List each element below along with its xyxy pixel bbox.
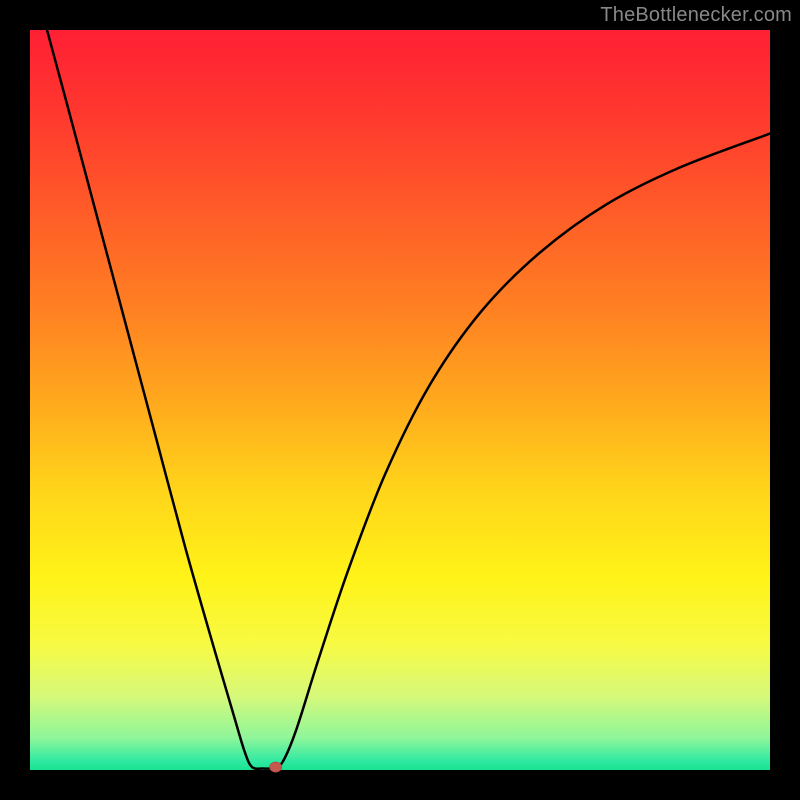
chart-area: [0, 0, 800, 800]
watermark-text: TheBottlenecker.com: [600, 4, 792, 27]
optimal-point-marker: [270, 762, 282, 772]
bottleneck-chart: [0, 0, 800, 800]
plot-background: [30, 30, 770, 770]
